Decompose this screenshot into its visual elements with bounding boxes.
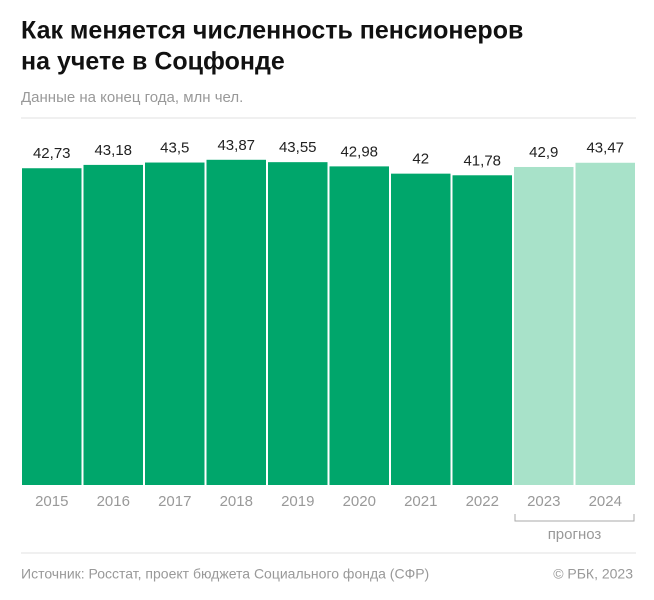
x-tick-label: 2015 (35, 493, 68, 510)
x-tick-label: 2024 (589, 493, 622, 510)
subtitle: Данные на конец года, млн чел. (21, 89, 243, 106)
x-tick-label: 2023 (527, 493, 560, 510)
value-label: 43,5 (160, 140, 189, 157)
annotation: прогноз (548, 526, 602, 543)
bar (22, 168, 82, 485)
value-label: 41,78 (463, 152, 501, 169)
bar (329, 166, 389, 485)
source: Источник: Росстат, проект бюджета Социал… (21, 566, 429, 582)
value-label: 43,47 (586, 140, 624, 157)
credit: © РБК, 2023 (553, 566, 633, 582)
x-tick-label: 2021 (404, 493, 437, 510)
x-tick-label: 2022 (466, 493, 499, 510)
bar (83, 164, 143, 485)
chart-title: Как меняется численность пенсионеров (21, 17, 523, 45)
value-label: 43,18 (94, 142, 132, 159)
bar (452, 175, 512, 485)
value-label: 42,9 (529, 144, 558, 161)
bar (514, 166, 574, 485)
value-label: 42,73 (33, 145, 71, 162)
bar (206, 159, 266, 485)
value-label: 43,87 (217, 137, 255, 154)
bar (575, 162, 635, 485)
x-tick-label: 2016 (97, 493, 130, 510)
value-label: 42,98 (340, 143, 378, 160)
bar (268, 162, 328, 485)
x-tick-label: 2018 (220, 493, 253, 510)
chart-title: на учете в Соцфонде (21, 48, 285, 76)
x-tick-label: 2017 (158, 493, 191, 510)
x-tick-label: 2020 (343, 493, 376, 510)
bar (145, 162, 205, 486)
forecast-bracket (514, 514, 635, 522)
bar (391, 173, 451, 486)
x-tick-label: 2019 (281, 493, 314, 510)
value-label: 42 (412, 151, 429, 168)
value-label: 43,55 (279, 139, 317, 156)
